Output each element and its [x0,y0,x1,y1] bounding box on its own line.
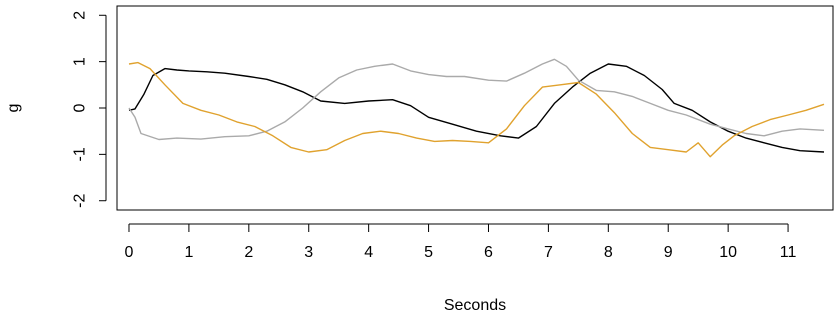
plot-frame [116,5,834,211]
x-tick-label: 2 [244,244,253,261]
y-axis-title: g [5,104,22,113]
x-tick-label: 1 [184,244,193,261]
x-tick-label: 6 [484,244,493,261]
series-line-2 [128,58,825,141]
x-axis: 0 1 2 3 4 5 6 7 8 9 10 11 [125,223,797,261]
y-tick-label: -1 [72,147,89,161]
x-tick-label: 11 [780,244,797,261]
x-tick-label: 4 [364,244,373,261]
y-tick-label: 2 [72,11,89,20]
x-axis-title: Seconds [444,297,506,314]
series-layer [128,58,825,158]
y-tick-label: 1 [72,57,89,66]
x-tick-label: 3 [304,244,313,261]
series-line-1 [128,63,825,153]
x-tick-label: 9 [664,244,673,261]
y-tick-label: -2 [72,194,89,208]
x-tick-label: 10 [719,244,737,261]
y-axis: -2 -1 0 1 2 [72,11,107,208]
x-tick-label: 8 [604,244,613,261]
x-tick-label: 7 [544,244,553,261]
x-tick-label: 5 [424,244,433,261]
series-line-3 [128,61,825,158]
y-tick-label: 0 [72,103,89,112]
x-tick-label: 0 [125,244,134,261]
